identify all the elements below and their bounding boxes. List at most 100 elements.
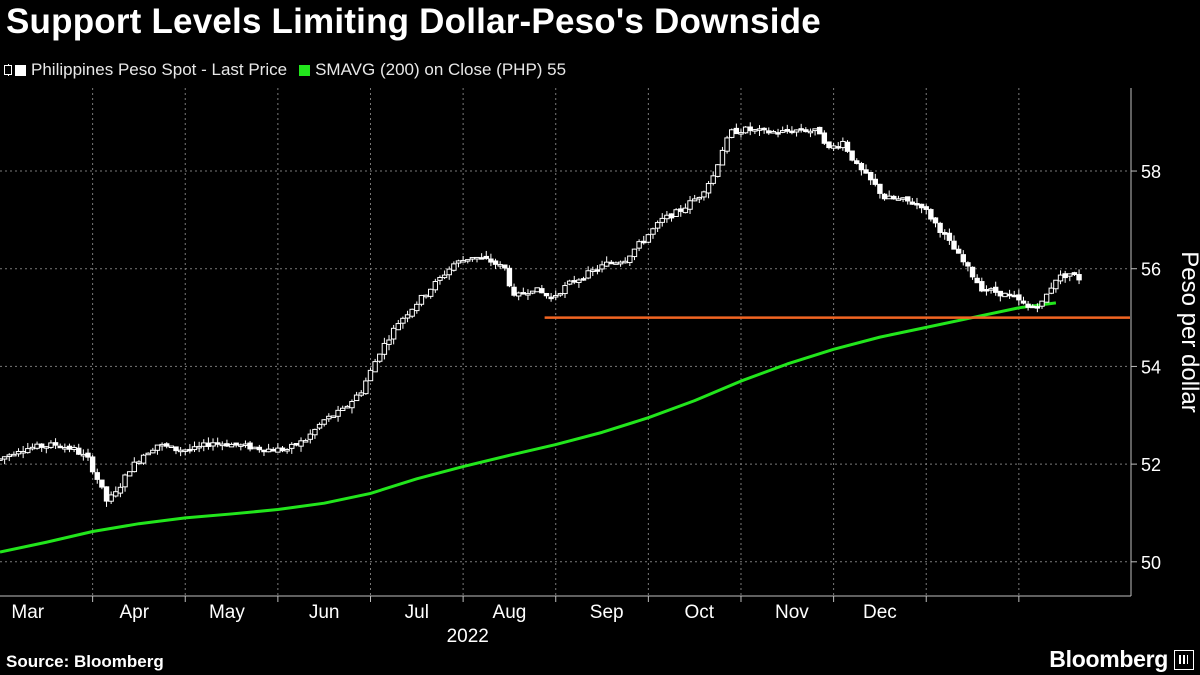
candle-body — [205, 442, 212, 447]
x-tick-label-month: Apr — [120, 602, 150, 623]
candle-body — [775, 132, 781, 135]
candle-body — [201, 442, 207, 447]
candle-body — [539, 288, 545, 294]
brand-mark-icon — [1174, 649, 1194, 670]
candle-body — [446, 268, 452, 276]
candle-body — [914, 203, 920, 206]
candle-body — [608, 261, 615, 265]
candle-body — [76, 447, 82, 455]
candle-body — [437, 276, 443, 281]
y-tick-label: 56 — [1141, 260, 1161, 280]
x-tick-label-month: Oct — [685, 602, 715, 623]
candle-body — [270, 448, 276, 452]
candle-body — [6, 454, 12, 457]
candle-body — [210, 442, 216, 447]
candle-body — [316, 423, 323, 429]
candle-body — [849, 150, 855, 161]
candle-body — [553, 295, 559, 298]
candle-body — [418, 294, 425, 305]
candle-body — [465, 259, 471, 262]
y-tick-label: 58 — [1141, 162, 1161, 182]
candle-body — [733, 127, 740, 135]
candle-body — [1034, 306, 1041, 309]
candle-body — [502, 264, 508, 269]
candle-body — [330, 415, 337, 418]
sma-swatch — [299, 64, 311, 76]
candle-body — [696, 196, 703, 200]
candle-body — [789, 130, 795, 134]
candle-body — [252, 446, 258, 450]
candle-body — [432, 281, 439, 291]
candle-body — [52, 442, 59, 446]
candle-body — [965, 262, 971, 267]
candle-body — [798, 128, 804, 131]
candle-body — [1076, 274, 1082, 281]
candle-body — [951, 240, 957, 250]
candle-body — [228, 443, 235, 448]
candle-body — [187, 448, 193, 452]
candle-body — [140, 454, 147, 464]
candle-body — [455, 260, 462, 264]
candle-body — [1043, 293, 1050, 303]
candle-body — [622, 260, 628, 264]
candle-body — [594, 269, 601, 272]
candle-body — [390, 327, 397, 340]
candle-body — [1025, 303, 1031, 308]
candle-body — [863, 169, 869, 174]
candle-body — [817, 126, 823, 135]
candle-body — [34, 443, 40, 449]
candle-body — [571, 280, 577, 283]
candle-body — [492, 260, 499, 265]
candle-body — [159, 443, 165, 447]
candle-body — [650, 228, 656, 235]
candle-body — [293, 443, 300, 446]
candle-body — [557, 293, 564, 296]
x-tick-label-month: Aug — [493, 602, 527, 623]
candle-body — [25, 448, 31, 454]
candle-body — [599, 264, 605, 270]
x-tick-label-month: Jul — [405, 602, 429, 623]
candle-body — [678, 208, 684, 212]
candle-body — [483, 255, 489, 259]
candle-body — [1048, 287, 1054, 294]
candle-body — [631, 248, 638, 258]
candle-body — [742, 126, 749, 134]
candle-body — [279, 447, 286, 452]
candle-body — [469, 257, 476, 260]
candle-body — [265, 448, 272, 453]
candle-body — [770, 131, 777, 134]
x-tick-label-month: Dec — [863, 602, 897, 623]
candle-body — [150, 449, 156, 454]
candle-body — [85, 452, 91, 458]
candle-body — [71, 446, 77, 450]
candle-body — [627, 255, 633, 264]
candle-body — [854, 160, 860, 164]
candle-body — [113, 491, 119, 497]
candle-body — [840, 140, 846, 149]
candle-body — [1053, 279, 1059, 290]
candle-body — [404, 314, 411, 319]
candle-body — [525, 293, 531, 296]
candle-body — [409, 308, 415, 317]
candle-body — [1011, 294, 1017, 298]
candle-body — [363, 380, 369, 395]
candle-body — [62, 447, 68, 450]
candle-body — [928, 209, 934, 220]
candle-body — [566, 280, 573, 285]
candle-body — [1039, 300, 1045, 307]
candle-body — [710, 175, 716, 184]
candle-body — [886, 195, 892, 200]
candle-body — [177, 449, 184, 453]
candle-body — [515, 292, 522, 297]
candle-body — [992, 286, 999, 293]
candle-body — [80, 453, 87, 457]
candle-body — [918, 203, 925, 209]
candle-body — [946, 232, 953, 241]
candle-body — [219, 443, 225, 447]
candle-body — [191, 446, 198, 451]
x-tick-label-month: May — [209, 602, 245, 623]
candle-body — [1006, 293, 1013, 297]
candle-body — [617, 261, 624, 265]
candle-body — [738, 132, 744, 135]
candle-body — [543, 292, 550, 297]
